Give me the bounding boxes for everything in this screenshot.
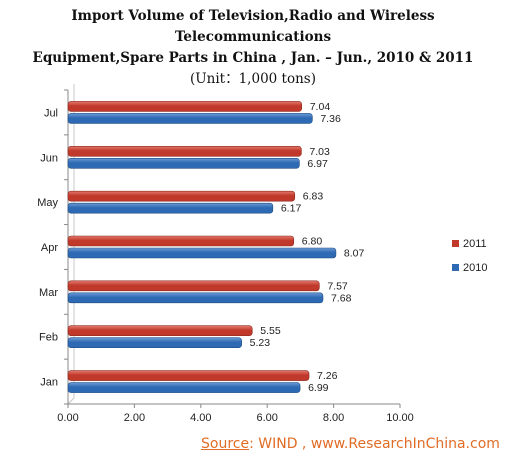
bar-2010 <box>67 202 274 214</box>
x-tick-label: 4.00 <box>190 412 211 424</box>
data-label: 8.07 <box>344 248 365 260</box>
y-tick-label: Jul <box>44 107 58 119</box>
legend-swatch-2010 <box>452 264 459 271</box>
legend-swatch-2011 <box>452 240 459 247</box>
bar-2010 <box>67 157 300 169</box>
axis-back-wall <box>67 84 75 405</box>
y-tick-label: Mar <box>39 287 58 299</box>
legend-item-2010: 2010 <box>452 262 487 274</box>
data-label: 5.23 <box>250 337 271 349</box>
data-label: 7.03 <box>309 146 330 158</box>
x-tick-label: 0.00 <box>57 412 78 424</box>
data-label: 7.04 <box>310 101 331 113</box>
y-tick-label: Jan <box>40 377 58 389</box>
bar-2011 <box>67 235 295 247</box>
x-tick-label: 2.00 <box>124 412 145 424</box>
source-note: Source: WIND , www.ResearchInChina.com <box>201 436 500 452</box>
legend-label-2011: 2011 <box>463 238 487 250</box>
bar-2011 <box>67 190 296 202</box>
legend-label-2010: 2010 <box>463 262 488 274</box>
data-label: 5.55 <box>260 325 281 337</box>
y-tick-label: Apr <box>41 242 58 254</box>
data-label: 6.17 <box>281 203 302 215</box>
data-label: 6.83 <box>303 191 324 203</box>
x-tick-label: 10.00 <box>386 412 414 424</box>
data-label: 7.57 <box>327 280 348 292</box>
bar-2010 <box>67 292 324 304</box>
x-tick-label: 6.00 <box>256 412 277 424</box>
data-label: 6.80 <box>302 236 323 248</box>
data-label: 7.26 <box>317 370 338 382</box>
data-label: 6.99 <box>308 382 329 394</box>
data-label: 7.68 <box>331 292 352 304</box>
y-tick-label: May <box>37 197 58 209</box>
chart-title: Import Volume of Television,Radio and Wi… <box>0 6 506 90</box>
x-tick-label: 8.00 <box>323 412 344 424</box>
source-label: Source <box>201 436 250 452</box>
legend-item-2011: 2011 <box>452 238 487 250</box>
bar-2010 <box>67 337 242 349</box>
y-tick-label: Feb <box>39 332 58 344</box>
data-label: 7.36 <box>320 113 341 125</box>
y-tick-label: Jun <box>40 152 58 164</box>
title-line-2: Equipment,Spare Parts in China , Jan. – … <box>32 50 474 66</box>
bar-2010 <box>67 382 301 393</box>
data-label: 6.97 <box>307 158 328 170</box>
bar-2010 <box>67 113 313 124</box>
bar-2011 <box>67 101 303 112</box>
bar-2011 <box>67 145 302 157</box>
bar-2011 <box>67 370 310 381</box>
title-line-1: Import Volume of Television,Radio and Wi… <box>71 8 435 45</box>
bar-2010 <box>67 247 337 259</box>
bar-2011 <box>67 325 253 337</box>
title-unit: (Unit：1,000 tons) <box>190 71 316 87</box>
source-text: : WIND , www.ResearchInChina.com <box>249 436 500 452</box>
bar-2011 <box>67 280 320 292</box>
